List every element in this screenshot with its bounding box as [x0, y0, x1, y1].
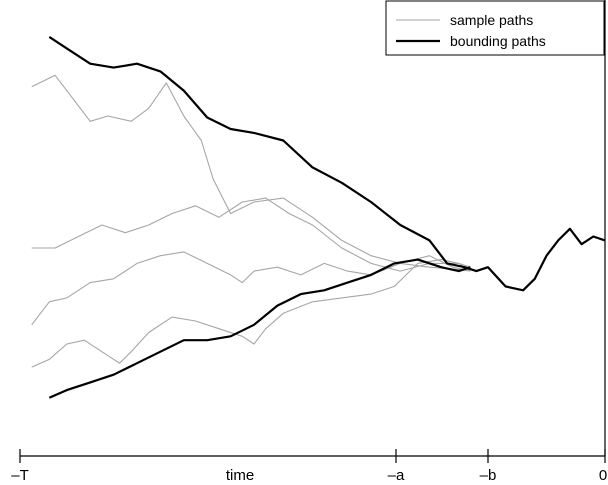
paths-layer	[31, 35, 606, 399]
sample-path-2	[31, 251, 471, 326]
tick-label-b: –b	[480, 467, 497, 484]
sample-path-3	[31, 259, 471, 368]
legend-box	[385, 0, 605, 56]
legend-label-sample: sample paths	[450, 12, 533, 28]
tick-label-a: –a	[388, 467, 405, 484]
tick-label-zero: 0	[599, 467, 607, 484]
legend: sample paths bounding paths	[385, 0, 605, 56]
tick-label-t: –T	[11, 467, 29, 484]
bounding-path-5	[48, 258, 471, 399]
x-axis: –T –a –b 0 time	[11, 0, 607, 484]
sample-path-0	[31, 74, 471, 272]
sample-path-1	[31, 197, 471, 272]
bounding-path-4	[48, 35, 606, 292]
x-axis-label: time	[226, 467, 254, 484]
legend-label-bounding: bounding paths	[450, 33, 546, 49]
